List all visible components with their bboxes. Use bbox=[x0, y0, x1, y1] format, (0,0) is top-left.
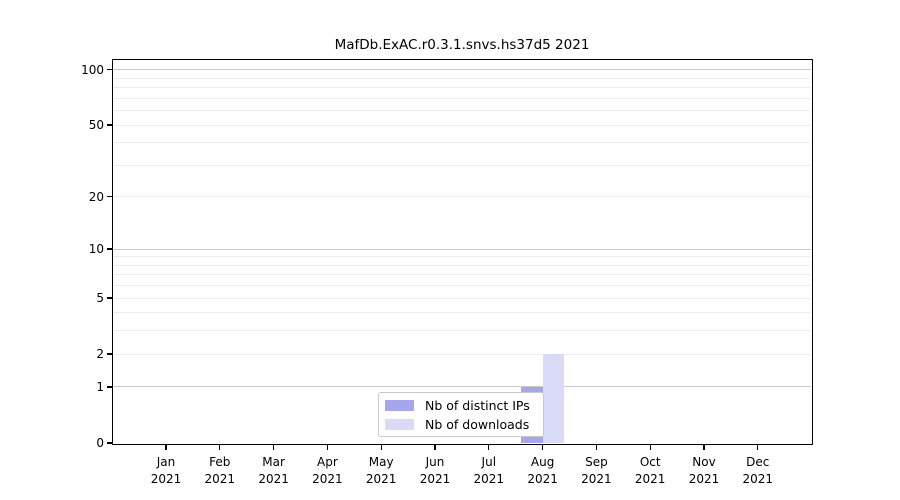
y-tick-mark bbox=[106, 297, 112, 299]
x-tick-label: Feb 2021 bbox=[190, 454, 250, 487]
minor-gridline bbox=[113, 124, 811, 126]
year-label: 2021 bbox=[365, 471, 397, 486]
y-tick-label: 0 bbox=[96, 436, 104, 450]
y-tick-mark bbox=[106, 196, 112, 198]
y-tick-mark bbox=[106, 69, 112, 71]
minor-gridline bbox=[113, 256, 811, 258]
month-label: Sep bbox=[585, 455, 608, 469]
month-label: Aug bbox=[530, 455, 555, 469]
downloads-swatch bbox=[385, 418, 414, 430]
minor-gridline bbox=[113, 297, 811, 299]
year-label: 2021 bbox=[742, 471, 774, 486]
y-tick-label: 50 bbox=[88, 118, 104, 133]
x-tick-mark bbox=[434, 444, 436, 450]
y-tick-mark bbox=[106, 442, 112, 444]
chart-title: MafDb.ExAC.r0.3.1.snvs.hs37d5 2021 bbox=[334, 37, 590, 53]
legend: Nb of distinct IPs Nb of downloads bbox=[378, 392, 544, 437]
distinct-ips-swatch bbox=[385, 399, 414, 411]
year-label: 2021 bbox=[473, 471, 505, 486]
minor-gridline bbox=[113, 353, 811, 355]
x-tick-mark bbox=[649, 444, 651, 450]
x-tick-label: Jul 2021 bbox=[459, 454, 519, 487]
month-label: Feb bbox=[209, 455, 231, 469]
x-tick-mark bbox=[326, 444, 329, 450]
x-tick-mark bbox=[165, 444, 167, 450]
y-tick-label: 2 bbox=[96, 347, 104, 362]
y-tick-label: 10 bbox=[88, 242, 104, 257]
year-label: 2021 bbox=[150, 471, 182, 486]
month-label: Dec bbox=[746, 455, 770, 469]
major-gridline bbox=[113, 69, 811, 71]
month-label: Mar bbox=[262, 455, 285, 469]
minor-gridline bbox=[113, 330, 811, 332]
x-tick-label: Aug 2021 bbox=[513, 454, 573, 487]
minor-gridline bbox=[113, 77, 811, 79]
x-tick-mark bbox=[219, 444, 221, 450]
month-label: Jan bbox=[156, 455, 176, 469]
year-label: 2021 bbox=[581, 471, 612, 486]
minor-gridline bbox=[113, 110, 811, 112]
month-label: Nov bbox=[692, 455, 716, 469]
y-tick-mark bbox=[106, 386, 112, 388]
x-tick-label: Oct 2021 bbox=[620, 454, 680, 487]
minor-gridline bbox=[113, 87, 811, 89]
legend-label-downloads: Nb of downloads bbox=[425, 416, 530, 432]
y-tick-label: 20 bbox=[88, 189, 104, 204]
x-tick-label: May 2021 bbox=[351, 454, 411, 487]
month-label: Oct bbox=[639, 455, 661, 469]
y-tick-mark bbox=[106, 248, 112, 250]
x-tick-label: Apr 2021 bbox=[297, 454, 357, 487]
x-tick-label: Dec 2021 bbox=[728, 454, 788, 487]
year-label: 2021 bbox=[688, 471, 720, 486]
month-label: May bbox=[368, 455, 394, 469]
x-tick-label: Jun 2021 bbox=[405, 454, 465, 487]
bar-downloads bbox=[542, 354, 565, 443]
x-tick-label: Sep 2021 bbox=[566, 454, 626, 487]
x-tick-mark bbox=[488, 444, 490, 450]
x-tick-mark bbox=[757, 444, 759, 450]
y-tick-mark bbox=[106, 353, 112, 355]
x-tick-label: Jan 2021 bbox=[136, 454, 196, 487]
month-label: Jul bbox=[481, 455, 497, 469]
year-label: 2021 bbox=[204, 471, 236, 486]
y-tick-label: 5 bbox=[96, 291, 104, 306]
legend-item-downloads: Nb of downloads bbox=[385, 415, 537, 434]
legend-item-distinct-ips: Nb of distinct IPs bbox=[385, 396, 537, 415]
x-tick-mark bbox=[703, 444, 705, 450]
x-tick-mark bbox=[272, 444, 275, 450]
year-label: 2021 bbox=[527, 471, 558, 486]
month-label: Jun bbox=[425, 455, 445, 469]
minor-gridline bbox=[113, 285, 811, 287]
year-label: 2021 bbox=[419, 471, 451, 486]
x-tick-label: Nov 2021 bbox=[674, 454, 734, 487]
minor-gridline bbox=[113, 97, 811, 99]
minor-gridline bbox=[113, 196, 811, 198]
minor-gridline bbox=[113, 264, 811, 266]
x-tick-label: Mar 2021 bbox=[244, 454, 304, 487]
major-gridline bbox=[113, 248, 811, 250]
month-label: Apr bbox=[317, 455, 338, 469]
year-label: 2021 bbox=[312, 471, 343, 486]
year-label: 2021 bbox=[634, 471, 666, 486]
y-tick-label: 1 bbox=[96, 379, 104, 394]
minor-gridline bbox=[113, 312, 811, 314]
y-tick-mark bbox=[106, 124, 112, 126]
minor-gridline bbox=[113, 164, 811, 166]
minor-gridline bbox=[113, 142, 811, 144]
x-tick-mark bbox=[541, 444, 544, 450]
y-tick-label: 100 bbox=[81, 62, 104, 77]
major-gridline bbox=[113, 386, 811, 388]
legend-label-distinct-ips: Nb of distinct IPs bbox=[425, 397, 530, 413]
x-tick-mark bbox=[595, 444, 598, 450]
year-label: 2021 bbox=[258, 471, 289, 486]
minor-gridline bbox=[113, 274, 811, 276]
x-tick-mark bbox=[380, 444, 382, 450]
